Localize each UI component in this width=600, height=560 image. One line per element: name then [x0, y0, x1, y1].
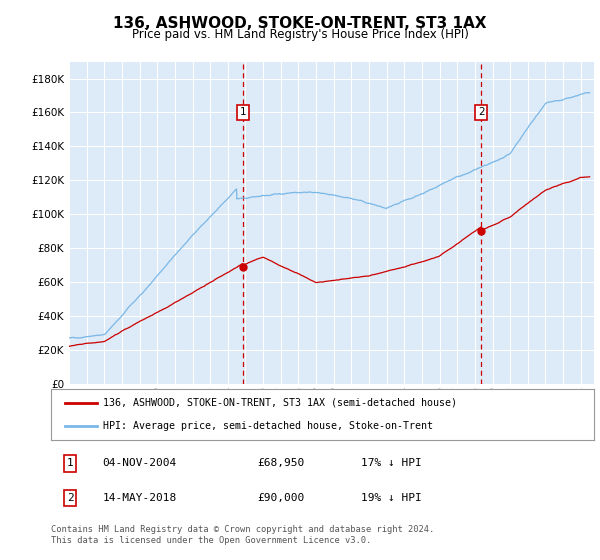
Text: 19% ↓ HPI: 19% ↓ HPI — [361, 493, 421, 503]
Text: 04-NOV-2004: 04-NOV-2004 — [103, 459, 177, 468]
Text: 2: 2 — [478, 108, 485, 118]
Text: £68,950: £68,950 — [257, 459, 305, 468]
Text: 2: 2 — [67, 493, 73, 503]
Text: 136, ASHWOOD, STOKE-ON-TRENT, ST3 1AX: 136, ASHWOOD, STOKE-ON-TRENT, ST3 1AX — [113, 16, 487, 31]
Text: 1: 1 — [67, 459, 73, 468]
Text: Price paid vs. HM Land Registry's House Price Index (HPI): Price paid vs. HM Land Registry's House … — [131, 28, 469, 41]
Text: 136, ASHWOOD, STOKE-ON-TRENT, ST3 1AX (semi-detached house): 136, ASHWOOD, STOKE-ON-TRENT, ST3 1AX (s… — [103, 398, 457, 408]
Text: 14-MAY-2018: 14-MAY-2018 — [103, 493, 177, 503]
Text: HPI: Average price, semi-detached house, Stoke-on-Trent: HPI: Average price, semi-detached house,… — [103, 421, 433, 431]
Text: 17% ↓ HPI: 17% ↓ HPI — [361, 459, 421, 468]
Text: £90,000: £90,000 — [257, 493, 305, 503]
Text: Contains HM Land Registry data © Crown copyright and database right 2024.
This d: Contains HM Land Registry data © Crown c… — [51, 525, 434, 545]
Text: 1: 1 — [239, 108, 246, 118]
